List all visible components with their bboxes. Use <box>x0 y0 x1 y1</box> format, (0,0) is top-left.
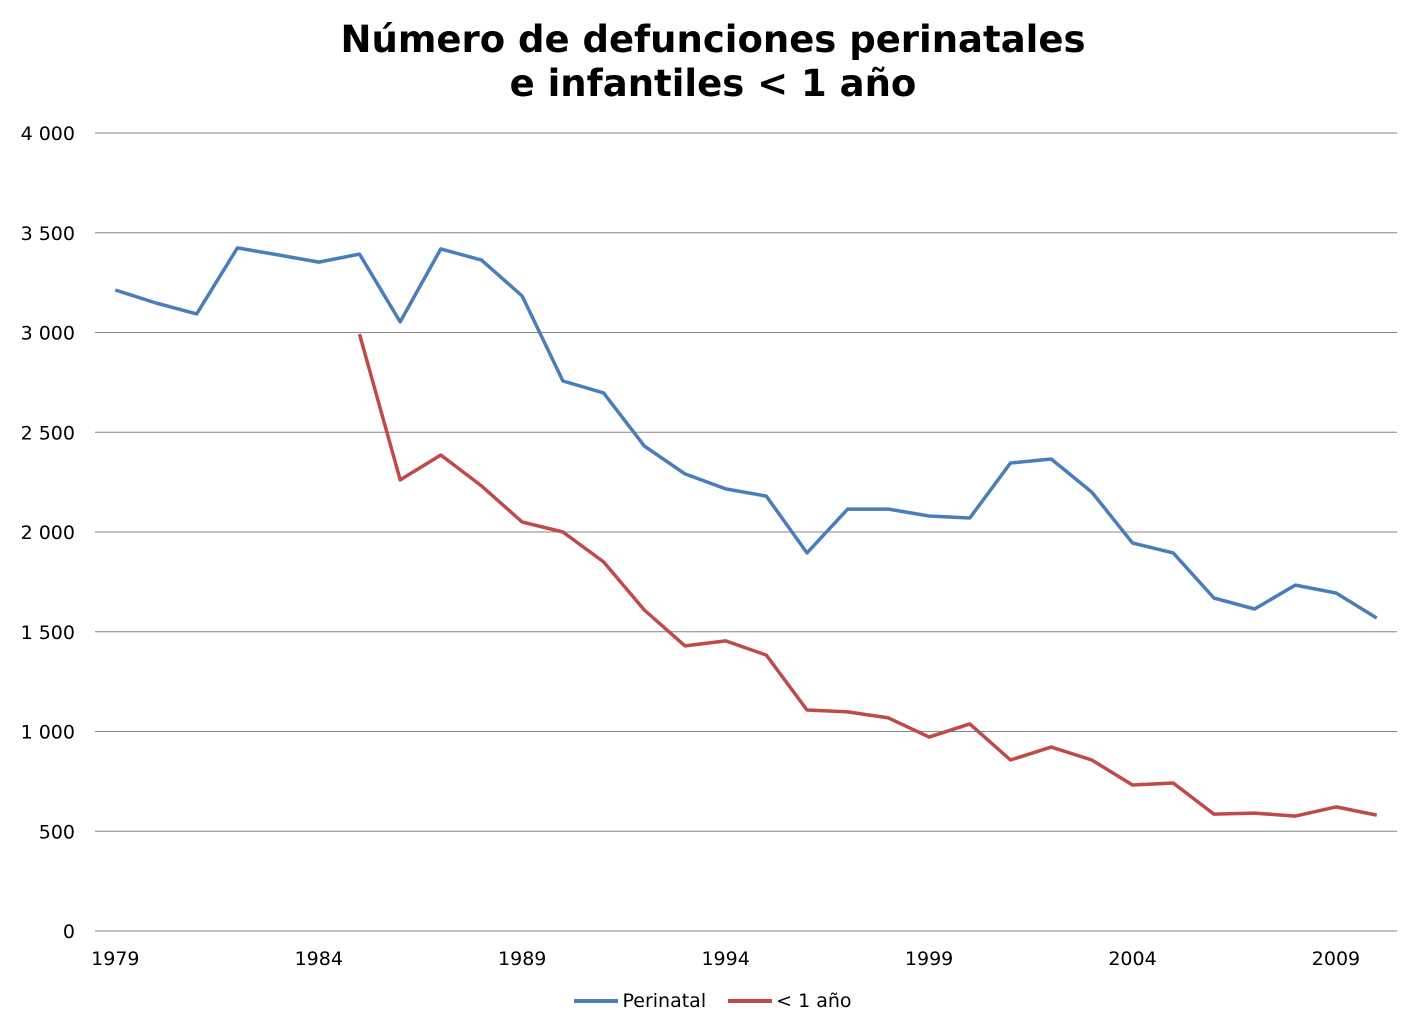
x-tick-label: 2004 <box>1108 948 1156 970</box>
y-tick-label: 500 <box>39 821 75 843</box>
legend-swatch-infant <box>728 999 773 1003</box>
y-tick-label: 3 500 <box>21 223 75 245</box>
chart-title: Número de defunciones perinatales e infa… <box>0 18 1426 106</box>
chart-title-line-1: Número de defunciones perinatales <box>340 18 1086 61</box>
series-line-infant <box>357 333 1378 818</box>
legend: Perinatal < 1 año <box>0 990 1426 1012</box>
y-tick-label: 1 000 <box>21 722 75 744</box>
y-tick-label: 0 <box>63 921 75 943</box>
legend-swatch-perinatal <box>574 999 619 1003</box>
x-tick-label: 1989 <box>498 948 546 970</box>
legend-item-perinatal: Perinatal <box>574 990 706 1012</box>
y-tick-label: 3 000 <box>21 323 75 345</box>
x-tick-label: 1979 <box>91 948 139 970</box>
legend-label-perinatal: Perinatal <box>622 990 707 1012</box>
x-tick-label: 1984 <box>295 948 343 970</box>
y-tick-label: 2 000 <box>21 522 75 544</box>
series-line-perinatal <box>114 246 1378 620</box>
x-tick-label: 2009 <box>1312 948 1360 970</box>
y-tick-label: 2 500 <box>21 422 75 444</box>
legend-item-infant: < 1 año <box>728 990 852 1012</box>
x-tick-label: 1999 <box>905 948 953 970</box>
chart-title-line-2: e infantiles < 1 año <box>509 62 917 105</box>
legend-label-infant: < 1 año <box>776 990 852 1012</box>
y-tick-label: 4 000 <box>21 123 75 145</box>
y-tick-label: 1 500 <box>21 622 75 644</box>
x-tick-label: 1994 <box>701 948 749 970</box>
